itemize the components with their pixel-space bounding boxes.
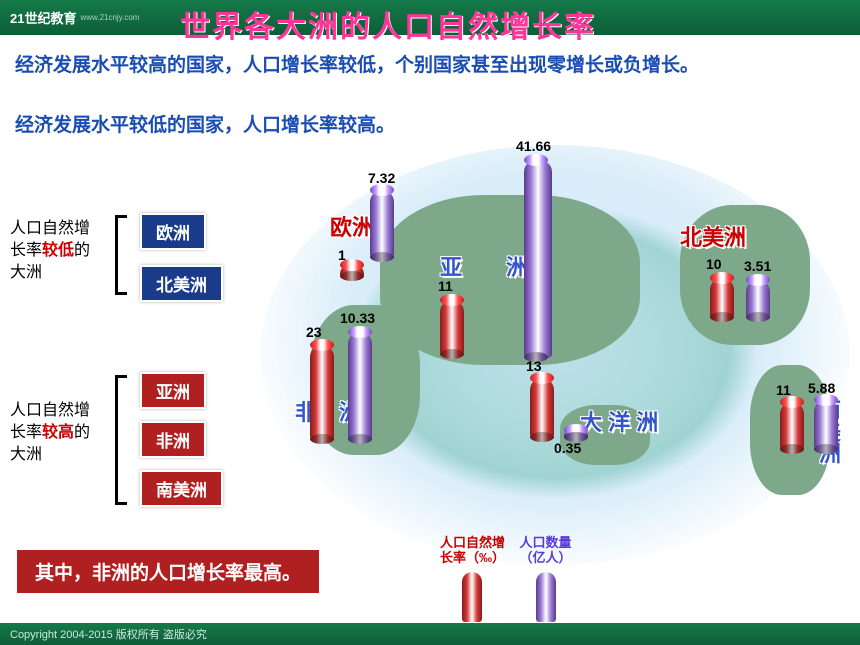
growth-bar-oceania <box>530 378 554 438</box>
description-line-1: 经济发展水平较高的国家，人口增长率较低，个别国家甚至出现零增长或负增长。 <box>15 50 699 77</box>
legend-growth-cyl <box>462 572 482 622</box>
pop-bar-africa <box>348 332 372 440</box>
tag-europe: 欧洲 <box>140 213 206 250</box>
pop-val-oceania: 0.35 <box>554 440 581 456</box>
pop-bar-oceania <box>564 430 588 438</box>
growth-val-europe: 1 <box>338 247 346 263</box>
growth-val-oceania: 13 <box>526 358 542 374</box>
map-label-north-america: 北美洲 <box>680 220 746 252</box>
logo-subtext: www.21cnjy.com <box>80 13 139 22</box>
legend-pop-label: 人口数量 （亿人） <box>519 535 571 565</box>
tag-asia: 亚洲 <box>140 372 206 409</box>
legend-pop-cyl <box>536 572 556 622</box>
high-growth-label: 人口自然增 长率较高的 大洲 <box>10 400 90 466</box>
footer: Copyright 2004-2015 版权所有 盗版必究 <box>0 623 860 645</box>
description-line-2: 经济发展水平较低的国家，人口增长率较高。 <box>15 110 395 137</box>
legend: 人口自然增 长率（‰） 人口数量 （亿人） <box>440 535 571 565</box>
growth-bar-asia <box>440 300 464 355</box>
page-title: 世界各大洲的人口自然增长率 <box>180 2 596 46</box>
legend-growth-label: 人口自然增 长率（‰） <box>440 535 505 565</box>
growth-bar-africa <box>310 345 334 440</box>
pop-bar-na <box>746 280 770 318</box>
pop-val-asia: 41.66 <box>516 138 551 154</box>
growth-val-sa: 11 <box>776 382 791 398</box>
map-label-oceania: 大 洋 洲 <box>580 405 658 437</box>
map-label-europe: 欧洲 <box>330 210 374 242</box>
bottom-note: 其中，非洲的人口增长率最高。 <box>15 548 321 595</box>
high-bracket <box>115 375 127 505</box>
map-label-asia: 亚 洲 <box>440 250 528 282</box>
tag-north-america: 北美洲 <box>140 265 223 302</box>
pop-bar-asia <box>524 160 552 358</box>
growth-bar-europe <box>340 265 364 277</box>
growth-val-na: 10 <box>706 256 722 272</box>
growth-bar-na <box>710 278 734 318</box>
growth-val-asia: 11 <box>438 278 453 294</box>
pop-bar-europe <box>370 190 394 258</box>
low-growth-label: 人口自然增 长率较低的 大洲 <box>10 218 90 284</box>
growth-val-africa: 23 <box>306 324 322 340</box>
pop-val-na: 3.51 <box>744 258 771 274</box>
tag-south-america: 南美洲 <box>140 470 223 507</box>
pop-val-sa: 5.88 <box>808 380 835 396</box>
pop-val-europe: 7.32 <box>368 170 395 186</box>
pop-bar-sa <box>814 400 838 450</box>
tag-africa: 非洲 <box>140 421 206 458</box>
growth-bar-sa <box>780 402 804 450</box>
pop-val-africa: 10.33 <box>340 310 375 326</box>
low-bracket <box>115 215 127 295</box>
logo-text: 21世纪教育 <box>10 8 76 27</box>
